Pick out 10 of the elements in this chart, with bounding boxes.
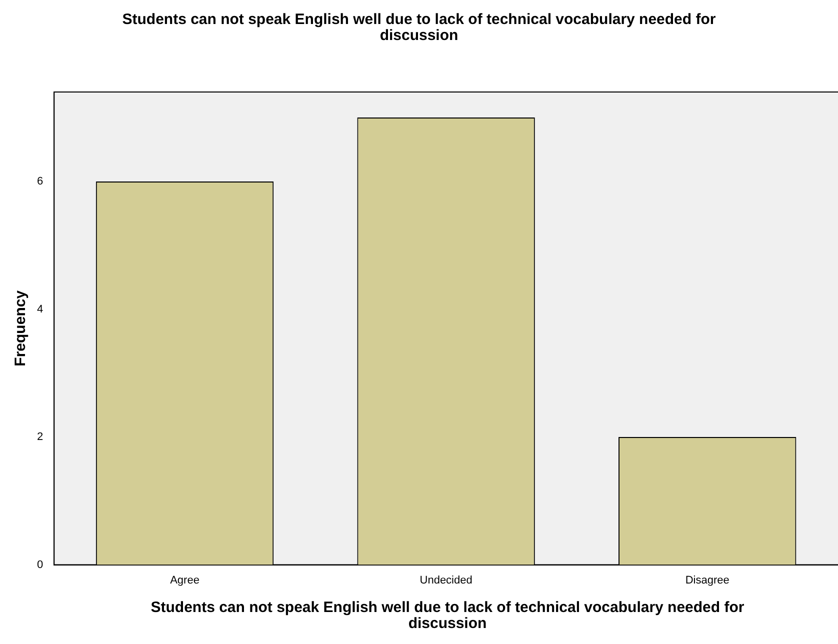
x-tick-label: Agree <box>170 574 200 586</box>
y-tick-label: 4 <box>36 303 44 316</box>
x-axis-title: Students can not speak English well due to lack of technical vocabulary needed for discussion <box>150 599 746 632</box>
x-tick-label: Disagree <box>685 574 730 586</box>
y-tick-label: 2 <box>36 431 44 444</box>
chart-title: Students can not speak English well due to lack of technical vocabulary needed for discussion <box>121 11 717 44</box>
x-tick-label: Undecided <box>420 574 472 586</box>
y-tick-label: 0 <box>36 558 44 571</box>
y-tick-label: 6 <box>36 175 44 188</box>
y-axis-title: Frequency <box>12 290 30 366</box>
